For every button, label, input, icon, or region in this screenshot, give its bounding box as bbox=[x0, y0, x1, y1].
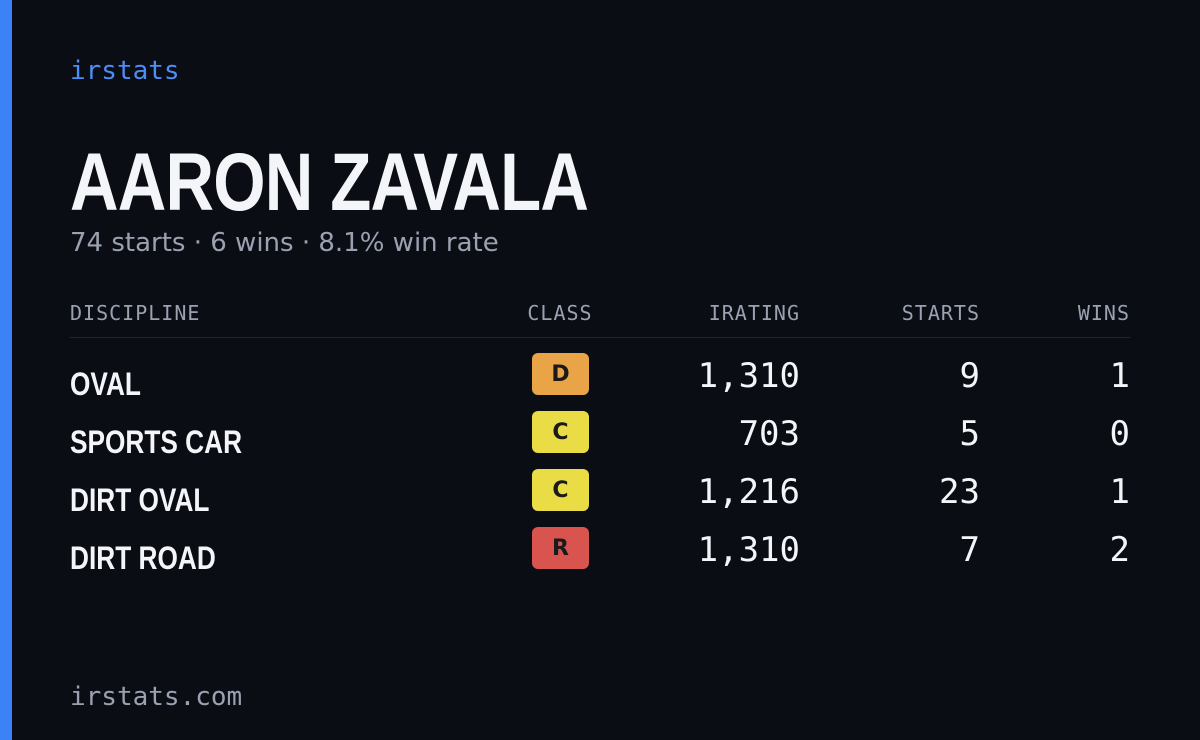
wins-cell: 0 bbox=[1109, 414, 1130, 454]
discipline-cell: OVAL bbox=[70, 366, 141, 402]
driver-name: AARON ZAVALA bbox=[70, 137, 589, 228]
brand: irstats bbox=[70, 56, 180, 86]
irating-cell: 703 bbox=[738, 414, 800, 454]
column-header: STARTS bbox=[901, 301, 980, 325]
class-badge: C bbox=[532, 469, 589, 511]
summary: 74 starts · 6 wins · 8.1% win rate bbox=[70, 228, 499, 258]
irating-cell: 1,310 bbox=[697, 356, 800, 396]
discipline-cell: DIRT ROAD bbox=[70, 540, 216, 576]
class-badge: R bbox=[532, 527, 589, 569]
starts-cell: 7 bbox=[959, 530, 980, 570]
irating-cell: 1,310 bbox=[697, 530, 800, 570]
wins-cell: 1 bbox=[1109, 356, 1130, 396]
column-header: IRATING bbox=[708, 301, 800, 325]
discipline-cell: DIRT OVAL bbox=[70, 482, 210, 518]
column-header: DISCIPLINE bbox=[70, 301, 201, 325]
class-badge: C bbox=[532, 411, 589, 453]
wins-cell: 1 bbox=[1109, 472, 1130, 512]
wins-cell: 2 bbox=[1109, 530, 1130, 570]
header-rule bbox=[70, 337, 1130, 338]
starts-cell: 23 bbox=[939, 472, 980, 512]
column-header: WINS bbox=[1077, 301, 1130, 325]
column-header: CLASS bbox=[527, 301, 593, 325]
accent-bar bbox=[0, 0, 12, 740]
discipline-cell: SPORTS CAR bbox=[70, 424, 243, 460]
class-badge: D bbox=[532, 353, 589, 395]
starts-cell: 9 bbox=[959, 356, 980, 396]
irating-cell: 1,216 bbox=[697, 472, 800, 512]
footer-domain: irstats.com bbox=[70, 682, 243, 712]
starts-cell: 5 bbox=[959, 414, 980, 454]
